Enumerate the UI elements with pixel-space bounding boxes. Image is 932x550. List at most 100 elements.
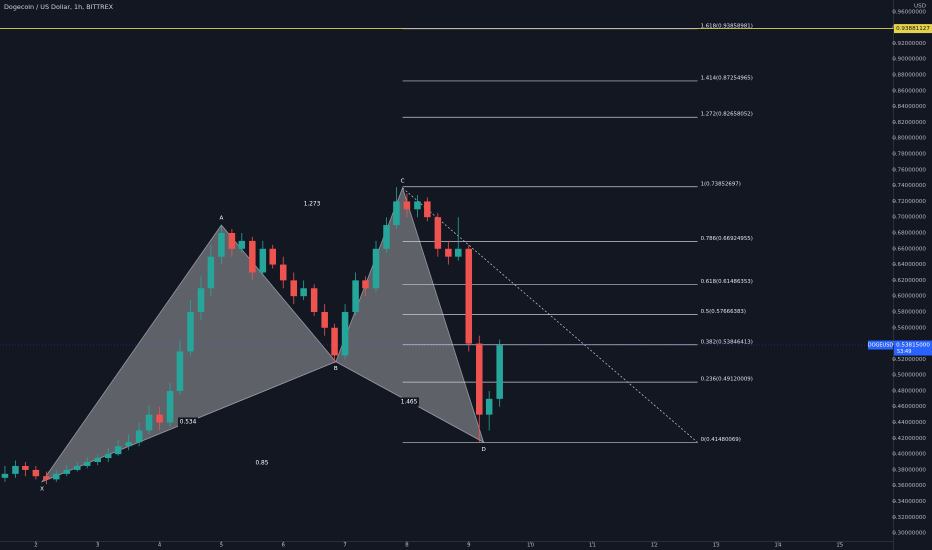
y-tick-label: 0.96000000: [892, 9, 926, 15]
y-tick-label: 0.72000000: [892, 199, 926, 205]
point-label: D: [481, 447, 485, 453]
candle-body: [341, 311, 349, 356]
candle-body: [249, 240, 256, 273]
ratio-tag: [302, 199, 322, 209]
y-tick-label: 0.44000000: [892, 420, 926, 426]
candle-body: [166, 390, 174, 423]
horizontal-line-label: 0.93881127: [896, 26, 930, 32]
fib-label: 0.5(0.57666383): [701, 309, 746, 315]
point-label: X: [40, 486, 44, 492]
fib-label: 1.272(0.82658052): [701, 112, 753, 118]
x-tick-label: 5: [220, 543, 224, 549]
candle-body: [74, 465, 81, 470]
candle-body: [238, 240, 246, 249]
candle-body: [485, 398, 493, 415]
axis-unit: USD: [914, 4, 926, 10]
y-tick-label: 0.92000000: [892, 41, 926, 47]
y-tick-label: 0.50000000: [892, 373, 926, 379]
y-tick-label: 0.80000000: [892, 136, 926, 142]
candle-body: [434, 217, 442, 249]
candle-body: [228, 232, 236, 249]
symbol-tag: [868, 340, 893, 350]
fib-label: 1(0.73852697): [701, 181, 741, 187]
candle-body: [310, 288, 318, 312]
candle-body: [43, 476, 50, 480]
y-tick-label: 0.32000000: [892, 515, 926, 521]
candle-body: [125, 442, 132, 447]
candle-body: [63, 469, 71, 474]
x-tick-label: 3: [96, 543, 100, 549]
y-tick-label: 0.56000000: [892, 325, 926, 331]
candle-body: [352, 280, 359, 312]
y-tick-label: 0.74000000: [892, 183, 926, 189]
candle-body: [372, 248, 380, 289]
x-tick-label: 11: [589, 543, 597, 549]
x-tick-label: 15: [836, 543, 844, 549]
candle-body: [424, 201, 431, 218]
candle-body: [207, 256, 215, 289]
point-label: C: [401, 178, 405, 184]
candle-body: [331, 327, 338, 356]
y-tick-label: 0.66000000: [892, 246, 926, 252]
point-label: B: [334, 366, 338, 372]
candle-body: [476, 343, 483, 415]
chart-title: Dogecoin / US Dollar, 1h, BITTREX: [4, 3, 114, 11]
y-tick-label: 0.34000000: [892, 499, 926, 505]
candle-body: [300, 288, 307, 297]
x-tick-label: 2: [34, 543, 38, 549]
fib-label: 1.618(0.93858981): [701, 23, 753, 29]
y-tick-label: 0.90000000: [892, 57, 926, 63]
y-tick-label: 0.30000000: [892, 531, 926, 537]
point-tag: [217, 214, 226, 223]
point-label: A: [219, 216, 223, 222]
x-tick-label: 12: [651, 543, 658, 549]
candle-body: [445, 248, 452, 257]
candle-body: [218, 232, 225, 257]
current-price-label: 0.53815000: [896, 343, 930, 349]
y-tick-label: 0.38000000: [892, 467, 926, 473]
candle-body: [114, 446, 122, 455]
horizontal-line-tag: [894, 24, 932, 34]
candle-body: [135, 430, 143, 443]
projection-line: [402, 187, 698, 443]
candle-body: [465, 248, 473, 344]
y-tick-label: 0.46000000: [892, 404, 926, 410]
candle-body: [53, 473, 60, 480]
y-tick-label: 0.82000000: [892, 120, 926, 126]
candle-body: [259, 248, 267, 273]
y-tick-label: 0.86000000: [892, 88, 926, 94]
point-tag: [398, 176, 407, 185]
candle-body: [197, 288, 205, 312]
candle-body: [393, 201, 400, 226]
fib-label: 1.414(0.87254965): [701, 75, 753, 81]
x-tick-label: 8: [405, 543, 409, 549]
y-tick-label: 0.76000000: [892, 167, 926, 173]
y-tick-label: 0.52000000: [892, 357, 926, 363]
point-tag: [38, 484, 47, 493]
x-tick-label: 9: [467, 543, 471, 549]
fib-label: 0.786(0.66924955): [701, 236, 753, 242]
candle-body: [403, 201, 411, 210]
y-tick-label: 0.68000000: [892, 230, 926, 236]
x-tick-label: 6: [281, 543, 285, 549]
candle-body: [496, 345, 503, 399]
candle-body: [383, 225, 390, 249]
candle-body: [414, 201, 421, 210]
candle-body: [362, 280, 369, 289]
symbol-label: DOGEUSD: [868, 343, 894, 349]
candle-body: [145, 414, 153, 431]
x-tick-label: 7: [343, 543, 347, 549]
candle-body: [279, 264, 287, 281]
ratio-label: 1.273: [304, 202, 321, 208]
candle-body: [104, 454, 112, 459]
candle-body: [22, 465, 29, 470]
fib-label: 0(0.41480069): [701, 437, 741, 443]
candle-body: [269, 248, 276, 265]
ratio-tag: [252, 458, 272, 468]
ratio-tag: [178, 417, 198, 427]
candle-body: [290, 280, 298, 297]
fib-label: 0.382(0.53846413): [701, 339, 753, 345]
y-tick-label: 0.42000000: [892, 436, 926, 442]
countdown: 53:49: [897, 349, 911, 355]
